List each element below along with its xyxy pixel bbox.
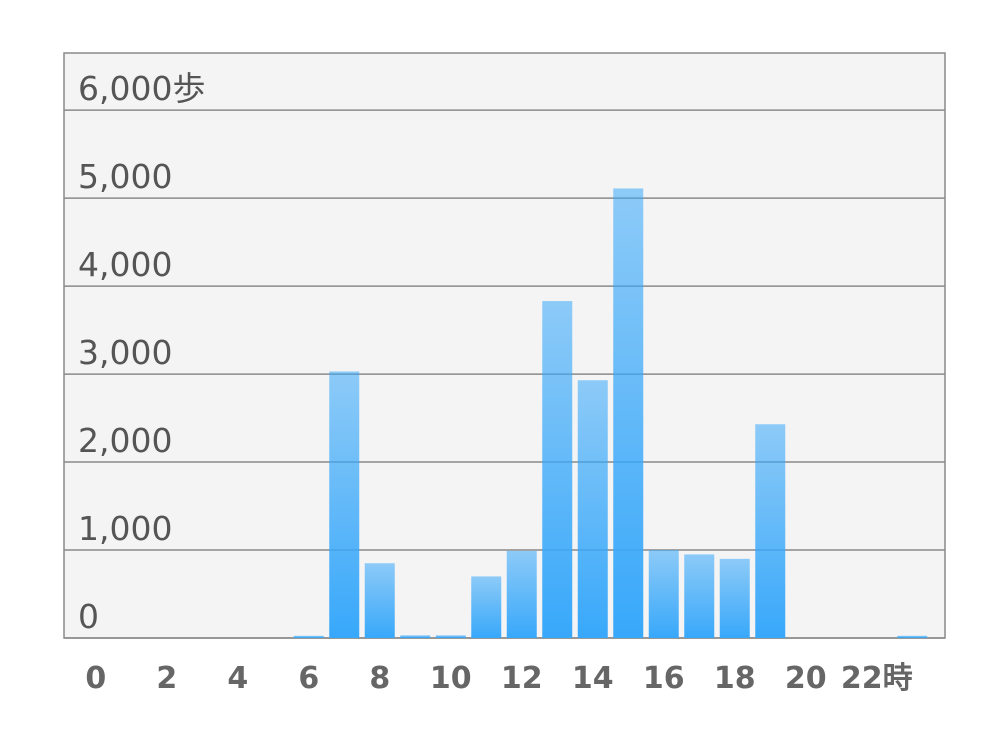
bar [577,380,608,638]
bar [719,558,750,638]
bar [435,635,466,638]
x-tick-label: 12 [501,661,543,696]
bar [329,371,360,638]
bar [471,576,502,638]
x-tick-label: 16 [643,661,685,696]
x-tick-label: 6 [298,661,319,696]
bar [364,563,395,638]
x-tick-label: 20 [785,661,827,696]
x-tick-label: 18 [714,661,756,696]
bar [506,550,537,638]
x-tick-label: 22時 [841,661,913,696]
x-tick-label: 0 [85,661,106,696]
x-tick-label: 2 [156,661,177,696]
bar [648,550,679,638]
y-tick-label: 6,000歩 [78,69,205,108]
y-tick-label: 5,000 [78,157,172,196]
y-tick-label: 0 [78,597,99,636]
bar [400,635,431,638]
bar [755,424,786,638]
bar [542,301,573,638]
y-tick-label: 2,000 [78,421,172,460]
y-tick-label: 1,000 [78,509,172,548]
plot-area [63,52,946,639]
bar [613,188,644,638]
x-tick-label: 8 [369,661,390,696]
y-tick-label: 4,000 [78,245,172,284]
bar [293,635,324,638]
y-tick-label: 3,000 [78,333,172,372]
bar [897,635,928,638]
x-tick-label: 4 [227,661,248,696]
x-tick-label: 14 [572,661,614,696]
bar [684,554,715,638]
x-tick-label: 10 [430,661,472,696]
